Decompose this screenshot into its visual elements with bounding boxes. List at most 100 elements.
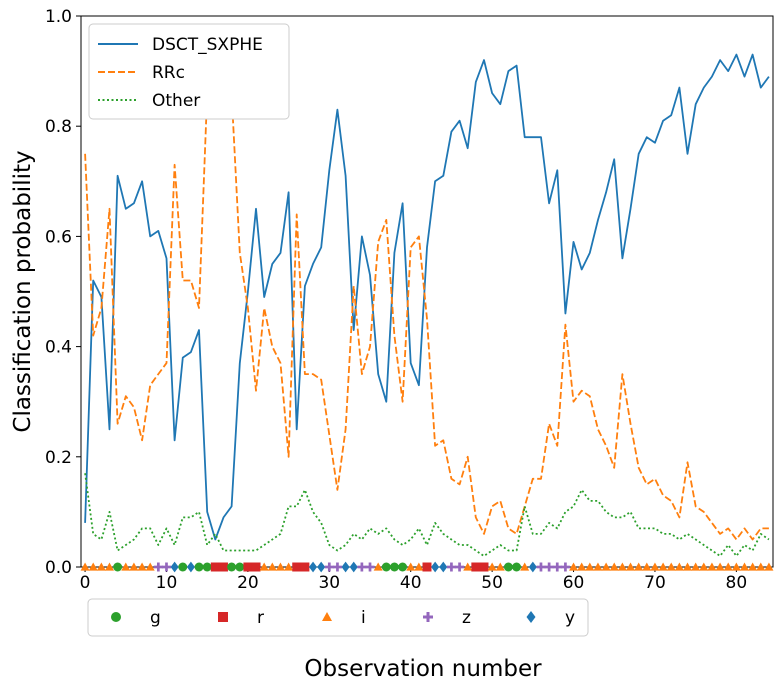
band-marker	[585, 562, 595, 571]
band-marker	[317, 561, 326, 573]
band-marker	[544, 562, 554, 572]
band-marker	[520, 562, 530, 571]
band-marker	[609, 562, 619, 571]
band-marker	[381, 562, 391, 572]
legend-label: Other	[152, 91, 200, 111]
band-marker	[96, 562, 106, 571]
band-legend-marker	[111, 612, 121, 622]
band-marker	[439, 561, 448, 573]
band-marker	[389, 562, 399, 572]
x-tick-label: 50	[481, 573, 503, 593]
y-tick-label: 1.0	[45, 7, 72, 27]
band-marker	[259, 562, 269, 571]
band-marker	[617, 562, 627, 571]
band-marker	[658, 562, 668, 571]
x-tick-label: 60	[563, 573, 585, 593]
band-marker	[373, 562, 383, 571]
band-marker	[731, 562, 741, 571]
band-marker	[528, 561, 537, 573]
band-marker	[487, 562, 497, 571]
band-marker	[715, 562, 725, 571]
band-legend-label: z	[462, 608, 471, 628]
band-marker	[536, 562, 546, 572]
band-marker	[552, 562, 562, 572]
x-tick-label: 40	[400, 573, 422, 593]
band-marker	[740, 562, 750, 571]
band-marker	[431, 561, 440, 573]
band-marker	[446, 562, 456, 572]
x-tick-label: 70	[644, 573, 666, 593]
band-marker	[756, 562, 766, 571]
band-marker	[471, 562, 481, 572]
series-legend: DSCT_SXPHE RRc Other	[88, 23, 290, 120]
x-tick-label: 0	[80, 573, 91, 593]
band-markers	[80, 561, 774, 573]
band-marker	[569, 562, 579, 571]
series-line-other	[84, 473, 770, 557]
band-marker	[463, 562, 473, 571]
band-marker	[748, 562, 758, 571]
band-marker	[349, 561, 358, 573]
series-legend-box	[88, 23, 290, 120]
band-marker	[121, 562, 131, 571]
band-marker	[691, 562, 701, 571]
band-marker	[674, 562, 684, 571]
band-marker	[178, 562, 188, 572]
band-marker	[324, 562, 334, 572]
band-marker	[764, 562, 774, 571]
band-marker	[137, 562, 147, 571]
band-marker	[422, 562, 432, 572]
band-marker	[479, 562, 489, 572]
band-marker	[634, 562, 644, 571]
y-tick-label: 0.2	[45, 448, 72, 468]
y-tick-label: 0.6	[45, 227, 72, 247]
y-tick-label: 0.8	[45, 117, 72, 137]
band-marker	[341, 561, 350, 573]
band-marker	[202, 562, 212, 572]
band-marker	[161, 562, 171, 572]
band-marker	[332, 562, 342, 572]
band-marker	[243, 562, 253, 572]
x-axis-label: Observation number	[304, 656, 542, 682]
x-tick-label: 20	[237, 573, 259, 593]
band-marker	[577, 562, 587, 571]
band-legend-label: i	[361, 608, 366, 628]
band-marker	[503, 562, 513, 572]
band-marker	[512, 562, 522, 572]
band-legend-label: g	[150, 608, 161, 628]
band-marker	[357, 562, 367, 572]
band-legend-box	[87, 598, 589, 637]
x-tick-label: 80	[726, 573, 748, 593]
y-axis-label: Classification probability	[10, 150, 36, 432]
band-marker	[267, 562, 277, 571]
band-legend-marker	[218, 612, 228, 622]
band-marker	[414, 562, 424, 571]
band-legend-marker	[526, 611, 536, 623]
band-marker	[650, 562, 660, 571]
band-marker	[723, 562, 733, 571]
band-marker	[194, 562, 204, 572]
band-marker	[642, 562, 652, 571]
band-marker	[308, 561, 318, 573]
band-marker	[113, 562, 123, 572]
band-marker	[683, 562, 693, 571]
band-marker	[284, 562, 294, 571]
band-marker	[80, 562, 90, 571]
band-legend-label: r	[257, 608, 264, 628]
band-marker	[186, 561, 195, 573]
band-marker	[88, 562, 98, 571]
band-marker	[666, 562, 676, 571]
band-marker	[251, 562, 261, 572]
series-line-rrc	[84, 81, 769, 541]
legend-label: DSCT_SXPHE	[152, 35, 263, 55]
band-marker	[495, 562, 505, 571]
band-marker	[398, 562, 408, 572]
series-line-dsct-sxphe	[84, 53, 770, 541]
band-legend-marker	[322, 612, 332, 621]
band-marker	[406, 562, 416, 571]
band-marker	[170, 561, 179, 573]
band-marker	[699, 562, 709, 571]
band-marker	[210, 562, 220, 572]
y-tick-label: 0.4	[45, 338, 72, 358]
